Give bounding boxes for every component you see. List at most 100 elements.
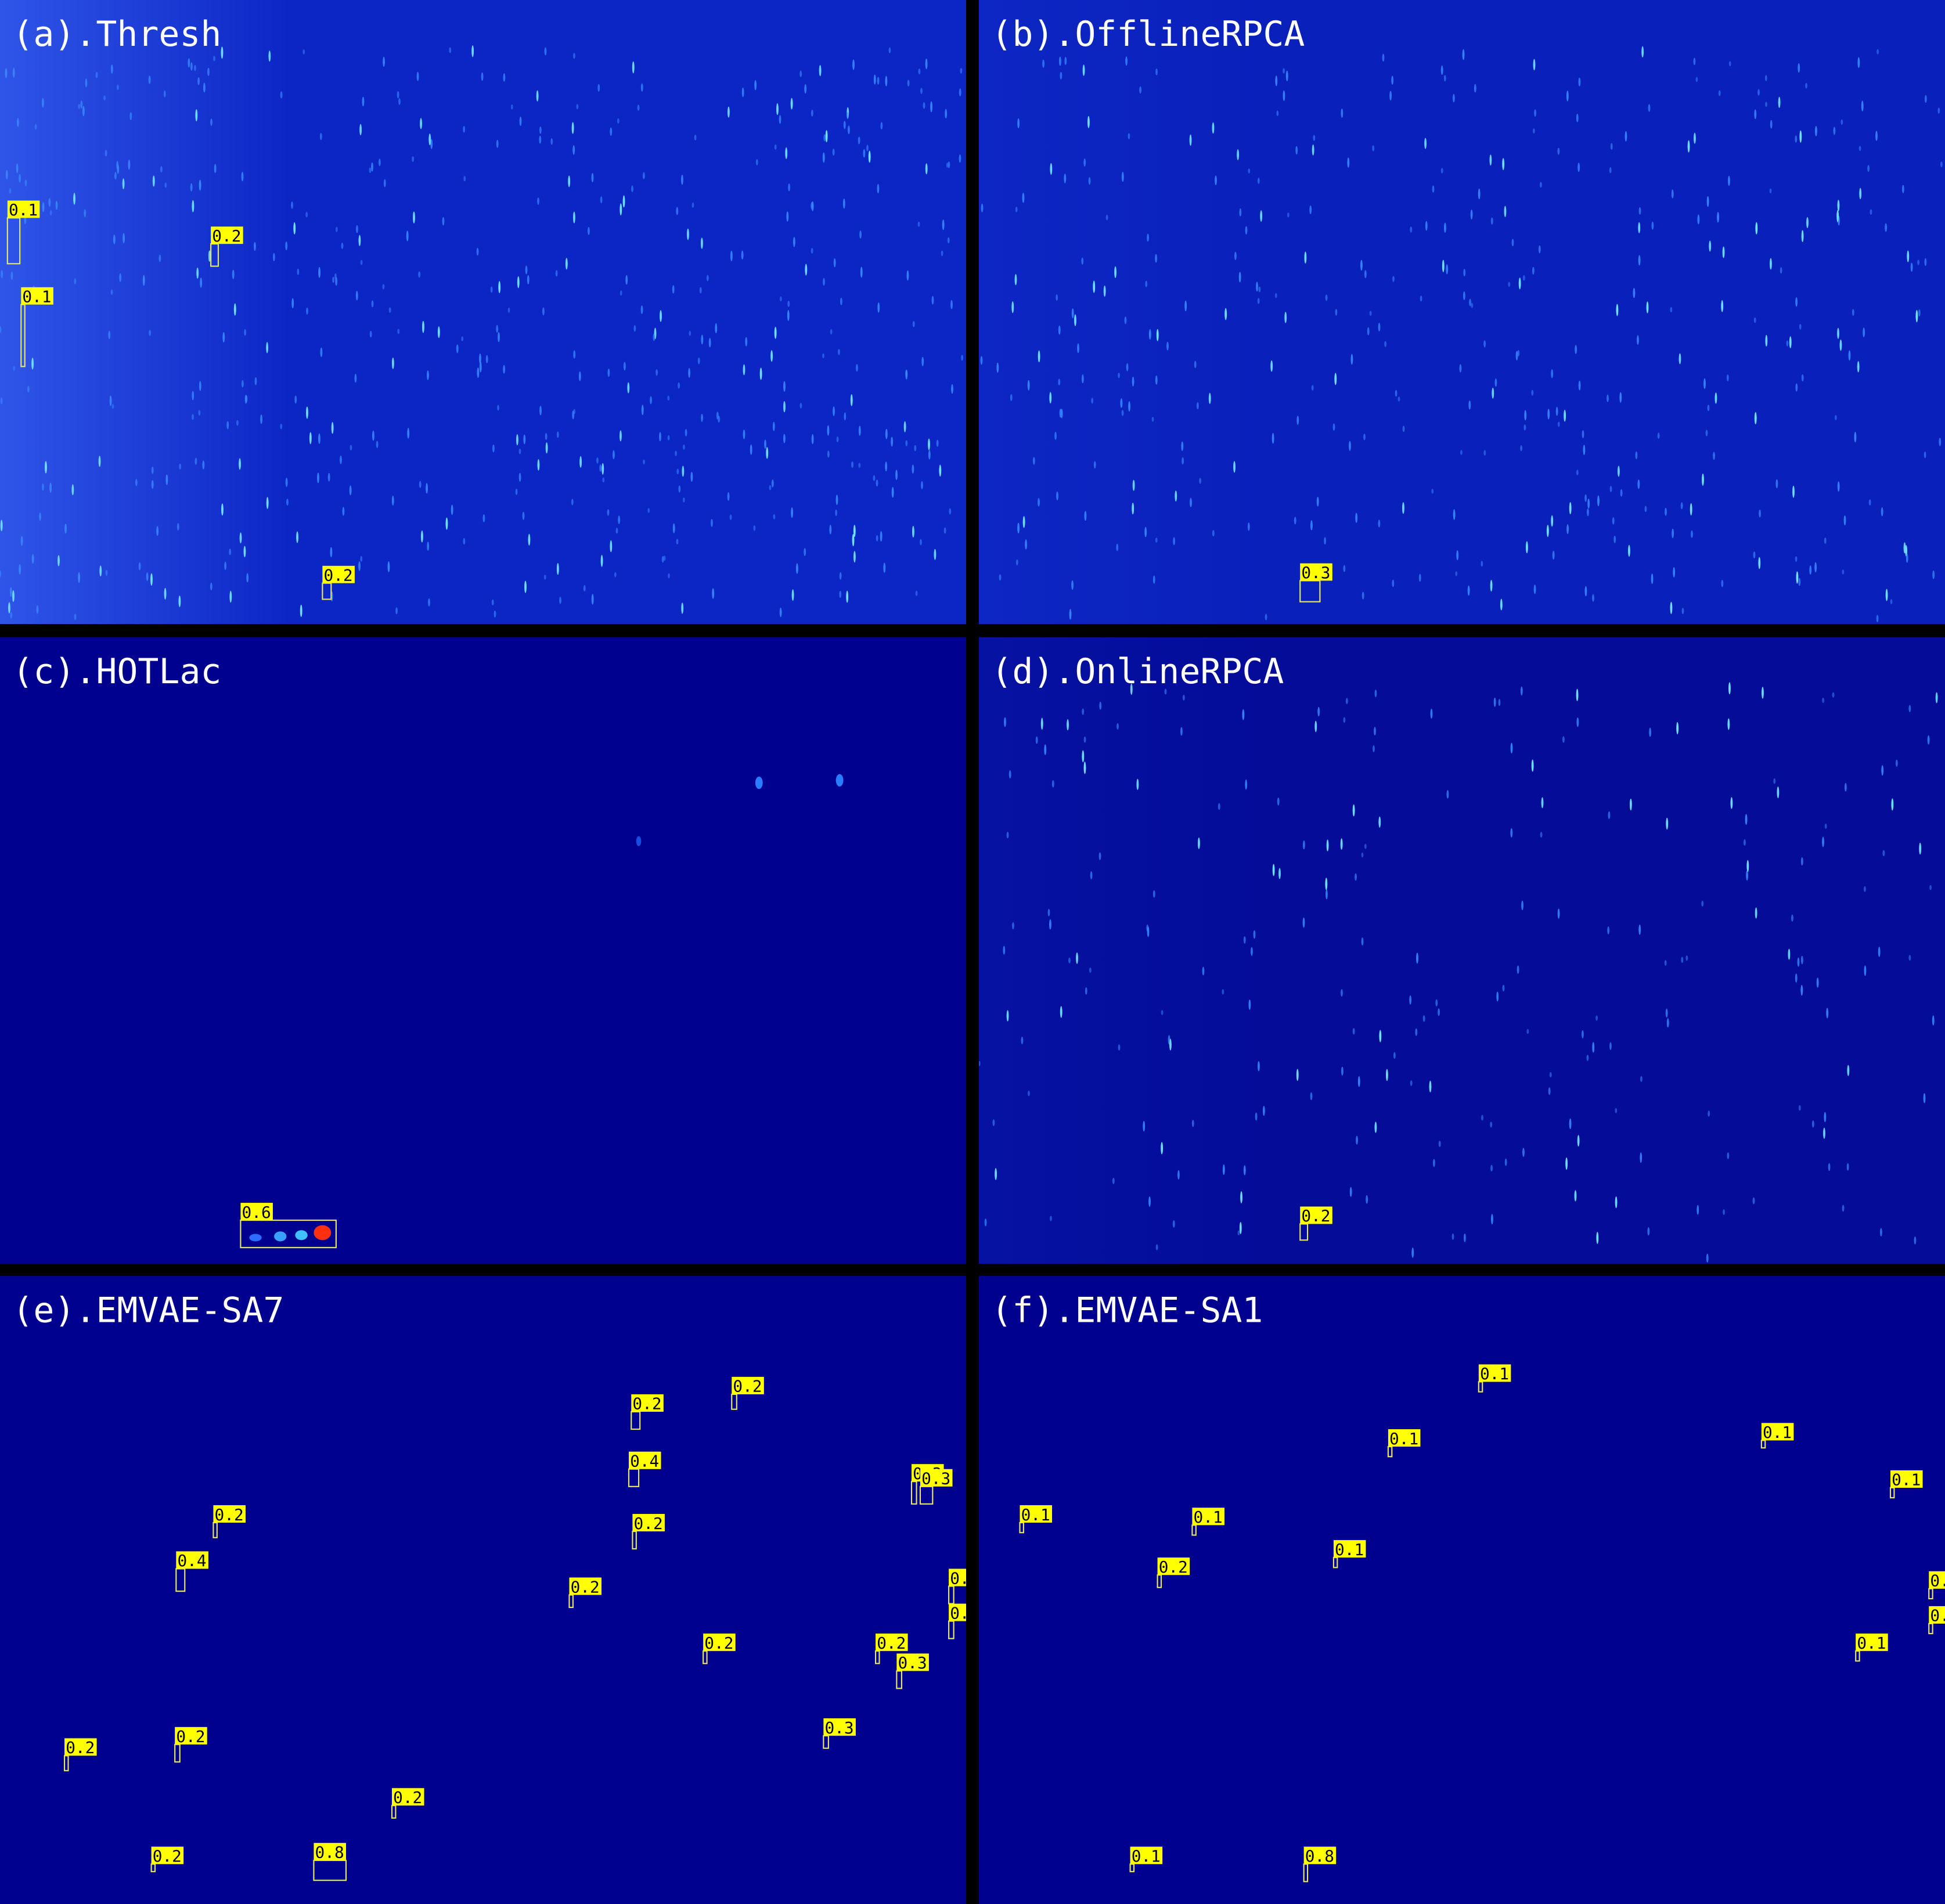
speckle: [1569, 502, 1572, 514]
speckle: [617, 118, 619, 124]
speckle: [1237, 149, 1240, 160]
speckle: [1524, 410, 1527, 421]
speckle: [1468, 400, 1471, 410]
speckle: [1027, 380, 1030, 391]
detection-box: [896, 1670, 902, 1689]
speckle: [498, 332, 500, 342]
speckle: [1824, 537, 1827, 544]
speckle: [830, 329, 833, 335]
speckle: [1799, 323, 1802, 330]
speckle: [449, 47, 452, 53]
speckle: [607, 509, 610, 516]
speckle: [601, 463, 604, 475]
speckle: [1791, 914, 1793, 922]
speckle: [340, 455, 342, 464]
speckle: [1146, 924, 1149, 932]
speckle: [785, 147, 788, 159]
speckle: [1671, 189, 1674, 199]
speckle: [833, 258, 836, 268]
speckle: [1824, 1112, 1827, 1123]
speckle: [9, 587, 12, 597]
speckle: [128, 160, 131, 170]
speckle: [597, 84, 600, 92]
speckle: [880, 122, 883, 129]
speckle: [1715, 392, 1717, 404]
speckle: [885, 75, 888, 86]
speckle: [556, 563, 559, 575]
speckle: [959, 88, 961, 97]
speckle: [1539, 182, 1542, 188]
speckle: [613, 450, 615, 460]
speckle: [1132, 479, 1135, 491]
speckle: [341, 242, 344, 249]
score-label-bg: [1192, 1508, 1224, 1526]
speckle: [931, 295, 934, 305]
speckle: [1356, 1135, 1358, 1145]
score-label-bg: [176, 1551, 208, 1569]
speckle: [1753, 551, 1756, 559]
speckle: [1718, 90, 1721, 96]
speckle: [934, 549, 937, 560]
speckle: [437, 326, 440, 338]
speckle: [1709, 240, 1712, 252]
speckle: [1595, 1015, 1598, 1021]
speckle: [179, 463, 182, 470]
speckle: [150, 573, 153, 586]
speckle: [19, 174, 21, 183]
speckle: [491, 599, 494, 606]
speckle: [1010, 394, 1013, 401]
speckle: [1245, 226, 1248, 235]
speckle: [793, 237, 795, 247]
speckle: [1762, 687, 1764, 699]
speckle: [1114, 266, 1117, 278]
score-label-bg: [1761, 1423, 1794, 1441]
detection-box: [1928, 1588, 1933, 1600]
speckle: [0, 520, 3, 532]
speckle: [1184, 300, 1187, 312]
speckle: [1730, 797, 1733, 809]
speckle: [1032, 457, 1035, 465]
speckle: [1120, 398, 1123, 408]
speckle: [1478, 188, 1481, 200]
speckle: [1517, 965, 1519, 974]
speckle: [241, 380, 244, 388]
speckle: [1789, 336, 1792, 348]
speckle: [1500, 598, 1503, 611]
speckle: [1332, 423, 1335, 431]
speckle: [741, 250, 744, 260]
speckle: [1215, 175, 1217, 186]
speckle: [1932, 570, 1935, 579]
speckle: [596, 457, 599, 464]
speckle: [1272, 432, 1274, 444]
speckle: [853, 524, 856, 538]
speckle: [1352, 804, 1355, 817]
speckle: [496, 139, 499, 148]
speckle: [588, 226, 590, 235]
speckle: [1429, 1080, 1432, 1092]
speckle: [1343, 717, 1346, 723]
speckle: [1923, 1093, 1926, 1104]
speckle: [142, 275, 145, 286]
speckle: [1694, 132, 1696, 144]
speckle: [883, 562, 886, 573]
speckle: [1251, 947, 1253, 956]
speckle: [199, 381, 201, 391]
speckle: [1316, 496, 1319, 507]
speckle: [31, 554, 34, 564]
speckle: [82, 106, 85, 117]
speckle: [1617, 466, 1620, 477]
score-label-bg: [240, 1203, 273, 1221]
speckle: [701, 334, 704, 345]
speckle: [573, 52, 575, 59]
speckle: [1392, 579, 1395, 587]
speckle: [302, 49, 305, 55]
speckle: [214, 164, 217, 174]
speckle: [1640, 1076, 1643, 1082]
speckle: [305, 212, 308, 218]
speckle: [192, 414, 194, 420]
speckle: [1084, 511, 1087, 521]
speckle: [1854, 431, 1857, 443]
speckle: [330, 547, 333, 558]
speckle: [1640, 1152, 1643, 1163]
speckle: [787, 301, 790, 307]
